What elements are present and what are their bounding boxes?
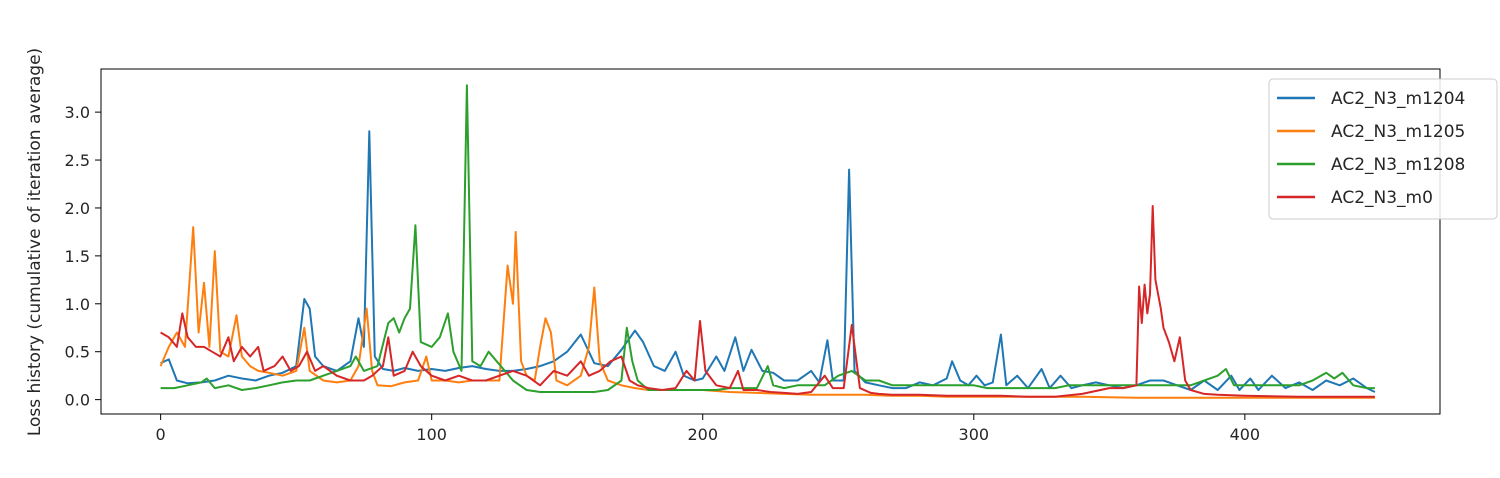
x-tick-label: 400 bbox=[1230, 425, 1261, 444]
y-axis-label: Loss history (cumulative of iteration av… bbox=[25, 48, 45, 436]
legend-label-1: AC2_N3_m1205 bbox=[1331, 122, 1465, 142]
series-line-0 bbox=[160, 130, 1376, 393]
legend-label-0: AC2_N3_m1204 bbox=[1331, 89, 1465, 109]
y-tick-label: 0.0 bbox=[65, 391, 90, 410]
series-line-2 bbox=[160, 84, 1375, 393]
legend: AC2_N3_m1204 AC2_N3_m1205 AC2_N3_m1208 AC2_… bbox=[1268, 78, 1498, 220]
y-tick-label: 3.0 bbox=[65, 103, 90, 122]
y-tick-label: 2.0 bbox=[65, 199, 90, 218]
series-line-3 bbox=[160, 205, 1375, 398]
series-line-1 bbox=[159, 226, 1375, 399]
y-tick-label: 1.5 bbox=[65, 247, 90, 266]
axes-frame bbox=[100, 68, 1441, 415]
y-tick-label: 0.5 bbox=[65, 343, 90, 362]
series-layer bbox=[159, 84, 1376, 399]
legend-box bbox=[1268, 78, 1498, 220]
x-tick-label: 200 bbox=[687, 425, 718, 444]
legend-label-3: AC2_N3_m0 bbox=[1331, 188, 1433, 208]
y-tick-label: 2.5 bbox=[65, 151, 90, 170]
x-tick-label: 300 bbox=[959, 425, 990, 444]
legend-label-2: AC2_N3_m1208 bbox=[1331, 155, 1465, 175]
y-axis: 0.0 0.5 1.0 1.5 2.0 2.5 3.0 bbox=[65, 103, 101, 410]
x-tick-label: 0 bbox=[156, 425, 166, 444]
x-axis: 0 100 200 300 400 bbox=[156, 414, 1261, 444]
x-tick-label: 100 bbox=[416, 425, 447, 444]
y-tick-label: 1.0 bbox=[65, 295, 90, 314]
